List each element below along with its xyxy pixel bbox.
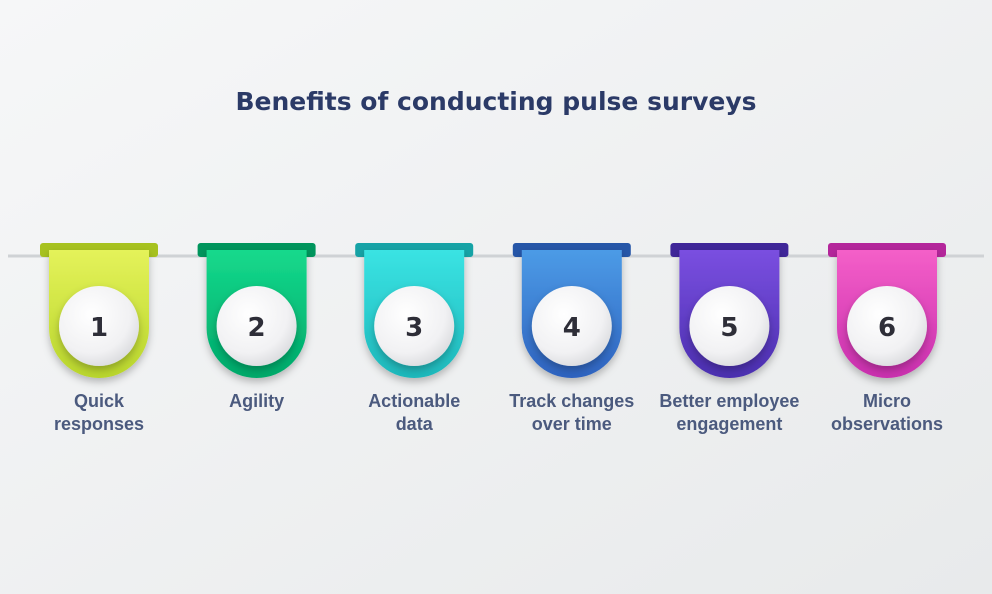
number-disc <box>59 286 139 366</box>
title: Benefits of conducting pulse surveys <box>235 87 756 116</box>
label: responses <box>54 414 144 434</box>
number: 2 <box>248 313 266 343</box>
label: Better employee <box>659 391 799 411</box>
benefit-item: 5 Better employee engagement <box>659 243 799 434</box>
label: Quick <box>74 391 125 411</box>
benefit-item: 1 Quick responses <box>40 243 158 434</box>
label: observations <box>831 414 943 434</box>
label: data <box>396 414 434 434</box>
number-disc <box>689 286 770 366</box>
number: 3 <box>405 313 423 343</box>
number-disc <box>216 286 297 366</box>
benefit-item: 2 Agility <box>197 243 316 411</box>
label: Micro <box>863 391 911 411</box>
number-disc <box>374 286 455 366</box>
benefit-item: 4 Track changes over time <box>509 243 634 434</box>
benefit-item: 3 Actionable data <box>355 243 474 434</box>
items: 1 Quick responses 2 Agility 3 Actionable data 4 T… <box>40 243 946 434</box>
number: 5 <box>720 313 738 343</box>
label: Actionable <box>368 391 460 411</box>
label: Agility <box>229 391 284 411</box>
label: Track changes <box>509 391 634 411</box>
number: 4 <box>563 313 581 343</box>
label: engagement <box>676 414 782 434</box>
number: 1 <box>90 313 108 343</box>
benefit-item: 6 Micro observations <box>828 243 946 434</box>
label: over time <box>532 414 612 434</box>
number: 6 <box>878 313 896 343</box>
number-disc <box>531 286 612 366</box>
number-disc <box>847 286 927 366</box>
